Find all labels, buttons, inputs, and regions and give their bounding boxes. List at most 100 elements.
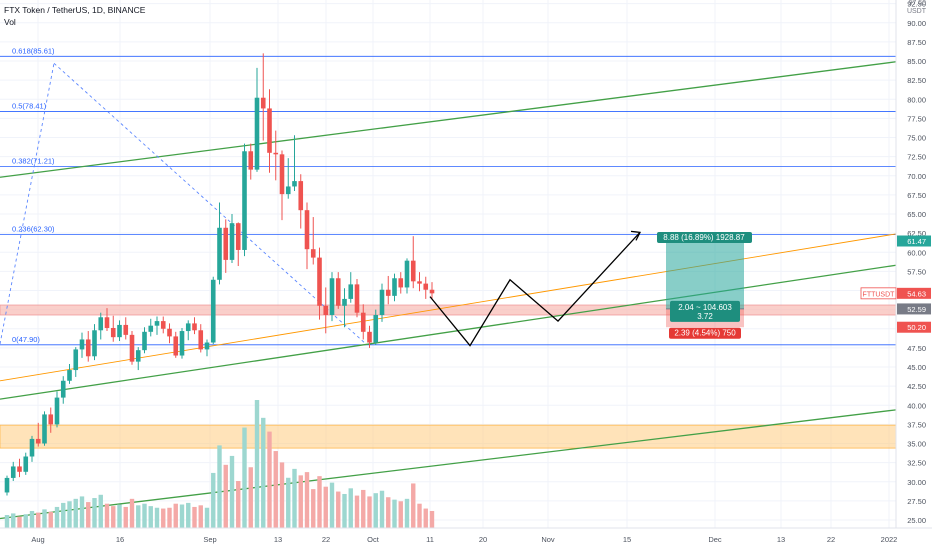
candle-body <box>348 284 354 299</box>
volume-bar <box>229 455 235 528</box>
volume-bar <box>404 498 410 528</box>
fib-anchor-diagonal-2[interactable] <box>53 62 367 345</box>
price-tick-label: 90.00 <box>907 19 926 28</box>
candle-body <box>85 339 91 357</box>
candle-body <box>117 324 122 338</box>
fib-level-label: 0.382(71.21) <box>12 156 55 165</box>
price-tick-label: 25.00 <box>907 516 926 525</box>
volume-bar <box>111 506 116 528</box>
candle-body <box>148 325 154 332</box>
price-tick-label: 80.00 <box>907 95 926 104</box>
volume-bar <box>136 505 141 528</box>
price-badge: 50.20 <box>907 323 926 332</box>
price-badge-box <box>897 235 931 247</box>
volume-bar <box>154 507 160 528</box>
position-profit-zone[interactable] <box>666 241 744 309</box>
price-axis-background <box>896 0 932 528</box>
candle-body <box>273 152 279 155</box>
price-tick-label: 57.50 <box>907 267 926 276</box>
candle-body <box>410 260 416 282</box>
volume-bar <box>279 462 285 528</box>
price-tick-label: 87.50 <box>907 38 926 47</box>
symbol-price-tag-box <box>860 287 897 300</box>
symbol-price-tag: FTTUSDT <box>863 291 896 298</box>
volume-bar <box>386 497 391 528</box>
candle-body <box>298 181 304 211</box>
candle-body <box>385 289 391 296</box>
volume-bar <box>242 427 247 528</box>
candle-body <box>179 331 185 356</box>
candle-body <box>173 336 179 356</box>
volume-bar <box>217 445 222 528</box>
candle-body <box>54 397 60 425</box>
candle-body <box>285 186 291 195</box>
candle-body <box>42 414 47 444</box>
price-tick-label: 75.00 <box>907 134 926 143</box>
candle-body <box>354 284 360 313</box>
time-axis[interactable]: Aug 16 Sep 13 22 Oct 11 20 Nov 15 Dec 13 22 2022 <box>0 527 932 550</box>
candlesticks <box>4 53 435 496</box>
candle-body <box>35 438 41 444</box>
channel-lower-line[interactable] <box>0 409 897 520</box>
candle-body <box>360 312 366 332</box>
volume-bar <box>48 511 53 528</box>
price-badge-box <box>897 321 931 333</box>
candle-body <box>17 466 22 472</box>
price-tick-label: 47.50 <box>907 344 926 353</box>
volume-bar <box>11 513 16 528</box>
candle-body <box>160 321 166 329</box>
price-tick-label: 77.50 <box>907 114 926 123</box>
volume-bar <box>298 475 303 528</box>
volume-bar <box>348 488 353 528</box>
candle-body <box>304 210 310 250</box>
candle-body <box>279 154 285 195</box>
volume-bar <box>104 503 110 528</box>
candle-body <box>260 97 266 109</box>
position-stop-label: 2.39 (4.54%) 750 <box>674 329 736 338</box>
volume-bar <box>236 481 241 528</box>
candle-body <box>329 278 335 315</box>
channel-upper-line[interactable] <box>0 61 897 178</box>
volume-bar <box>354 495 360 528</box>
volume-bar <box>192 506 197 528</box>
candle-body <box>123 324 129 335</box>
forecast-arrow-head[interactable] <box>630 230 641 241</box>
volume-bar <box>267 431 272 528</box>
volume-bar <box>304 472 310 528</box>
forecast-path[interactable] <box>429 230 641 347</box>
price-axis[interactable]: 25.00 27.50 30.00 32.50 35.00 37.50 40.00 42.50… <box>860 0 932 528</box>
price-tick-label: 30.00 <box>907 478 926 487</box>
fib-level-label: 0.5(78.41) <box>12 101 47 110</box>
candle-body <box>310 249 316 258</box>
volume-bar <box>329 482 335 528</box>
volume-bar <box>173 503 178 528</box>
position-target-label-box <box>657 232 752 244</box>
volume-bar <box>398 501 403 528</box>
volume-bar <box>186 502 191 528</box>
time-axis-background <box>0 528 932 550</box>
volume-bar <box>123 506 128 528</box>
forecast-path-line[interactable] <box>429 231 641 347</box>
volume-bar <box>73 498 78 528</box>
volume-bar <box>148 506 153 528</box>
volume-bar <box>204 507 210 528</box>
orange-trend-line[interactable] <box>0 233 897 382</box>
candle-body <box>335 278 341 306</box>
fibonacci-retracement[interactable]: 0.618(85.61) 0.5(78.41) 0.382(71.21) 0.236(… <box>0 46 896 346</box>
volume-bar <box>36 512 41 528</box>
time-tick-label: 13 <box>274 535 282 544</box>
time-tick-label: Sep <box>203 535 216 544</box>
candle-body <box>129 334 135 362</box>
candle-body <box>404 260 410 288</box>
price-badge-box <box>897 287 931 299</box>
volume-bar <box>129 498 135 528</box>
time-tick-label: Aug <box>31 535 44 544</box>
volume-bar <box>142 503 147 528</box>
volume-bar <box>417 503 422 528</box>
volume-bar <box>79 496 85 528</box>
trend-lines[interactable] <box>0 61 897 520</box>
channel-middle-line[interactable] <box>0 264 897 400</box>
candle-body <box>4 477 10 493</box>
